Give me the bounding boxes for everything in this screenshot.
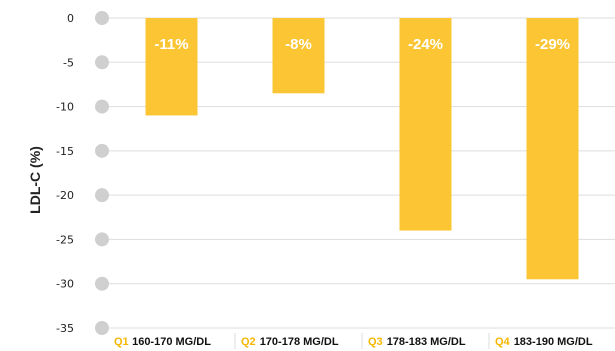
- bar-data-label: -29%: [535, 36, 570, 53]
- y-tick-label: -30: [56, 278, 74, 291]
- y-tick-marker: [95, 276, 109, 291]
- category-code: Q2: [241, 336, 256, 348]
- y-tick-label: -35: [56, 322, 74, 335]
- category-range: 160-170 MG/DL: [132, 336, 211, 348]
- x-category-label: Q4 183-190 MG/DL: [495, 336, 593, 348]
- bar-data-label: -8%: [285, 36, 312, 53]
- bar-q3: [399, 18, 452, 231]
- category-range: 178-183 MG/DL: [387, 336, 466, 348]
- y-tick-label: -10: [56, 101, 74, 114]
- y-tick-marker: [95, 143, 109, 158]
- y-tick-marker: [95, 99, 109, 114]
- y-axis-label: LDL-C (%): [27, 146, 43, 214]
- bar-data-label: -11%: [154, 36, 188, 53]
- y-tick-label: -5: [63, 56, 74, 69]
- bar-q2: [272, 18, 325, 94]
- bar-q1: [145, 18, 198, 116]
- y-tick-marker: [95, 11, 109, 25]
- y-tick-label: -20: [56, 189, 74, 202]
- category-code: Q4: [495, 336, 511, 348]
- bars: -11% -8% -24% -29%: [145, 18, 579, 280]
- y-tick-label: -25: [56, 233, 74, 246]
- x-category-label: Q1 160-170 MG/DL: [114, 336, 211, 348]
- x-category-label: Q3 178-183 MG/DL: [368, 336, 466, 348]
- y-tick-marker: [95, 55, 109, 70]
- y-axis-ticks: 0 -5 -10 -15 -20 -25 -30 -35: [56, 11, 109, 335]
- bar-q4: [526, 18, 579, 280]
- x-axis-categories: Q1 160-170 MG/DL Q2 170-178 MG/DL Q3 178-183 …: [114, 333, 593, 349]
- category-range: 170-178 MG/DL: [260, 336, 339, 348]
- y-tick-marker: [95, 321, 109, 335]
- y-tick-marker: [95, 188, 109, 203]
- category-range: 183-190 MG/DL: [514, 336, 593, 348]
- category-code: Q1: [114, 336, 129, 348]
- category-code: Q3: [368, 336, 383, 348]
- x-category-label: Q2 170-178 MG/DL: [241, 336, 339, 348]
- bar-data-label: -24%: [408, 36, 443, 53]
- y-tick-label: -15: [56, 145, 74, 158]
- y-tick-marker: [95, 232, 109, 247]
- y-tick-label: 0: [67, 12, 74, 25]
